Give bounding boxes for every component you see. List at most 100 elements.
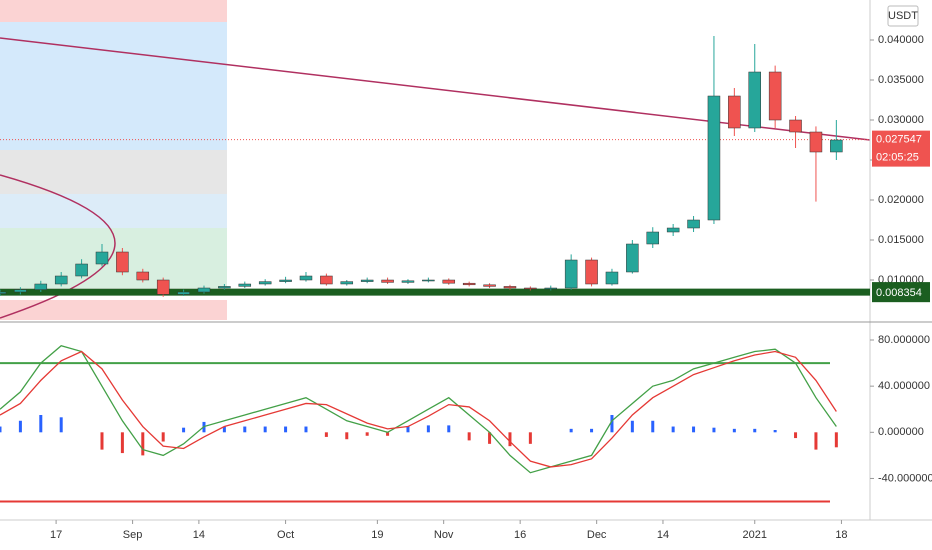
histogram-bar xyxy=(508,432,512,447)
price-label-box xyxy=(872,130,930,167)
candle-body xyxy=(218,286,231,289)
histogram-bar xyxy=(39,415,43,433)
candle-body xyxy=(483,284,496,287)
candle-body xyxy=(360,279,374,282)
candle-body xyxy=(605,271,619,285)
candle-body xyxy=(707,95,721,221)
histogram-bar xyxy=(692,426,696,433)
histogram-bar xyxy=(651,420,655,433)
zone xyxy=(0,0,227,22)
histogram-bar xyxy=(406,426,410,433)
histogram-bar xyxy=(569,428,573,433)
x-tick-label: 18 xyxy=(835,529,847,541)
histogram-bar xyxy=(814,432,818,450)
candle-body xyxy=(626,243,639,273)
histogram-bar xyxy=(0,426,2,433)
candle-body xyxy=(0,291,7,294)
candle-body xyxy=(422,279,435,282)
candle-body xyxy=(646,231,660,245)
x-tick-label: 19 xyxy=(371,529,383,541)
x-tick-label: Oct xyxy=(277,529,294,541)
x-tick-label: Sep xyxy=(123,529,143,541)
curve xyxy=(0,37,871,141)
histogram-bar xyxy=(18,420,22,433)
histogram-bar xyxy=(243,426,247,433)
oscillator-line xyxy=(0,350,837,468)
candle-body xyxy=(544,287,558,290)
zone xyxy=(0,228,227,288)
candle-body xyxy=(666,227,680,233)
histogram-bar xyxy=(284,426,288,433)
price-label-box xyxy=(872,284,930,303)
histogram-bar xyxy=(304,426,308,433)
histogram-bar xyxy=(324,432,328,437)
candle-body xyxy=(320,275,333,285)
histogram-bar xyxy=(120,432,124,454)
candle-body xyxy=(54,275,68,285)
histogram-bar xyxy=(222,426,226,433)
candle-body xyxy=(156,279,170,295)
candle-body xyxy=(687,219,700,229)
histogram-bar xyxy=(141,432,145,456)
histogram-bar xyxy=(712,427,716,433)
candle-body xyxy=(197,287,211,293)
x-tick-label: 14 xyxy=(657,529,669,541)
histogram-bar xyxy=(467,432,471,441)
histogram-bar xyxy=(610,415,614,433)
x-tick-label: 16 xyxy=(514,529,526,541)
x-tick-label: Nov xyxy=(434,529,454,541)
y-tick-label: 0.000000 xyxy=(878,426,924,438)
zone xyxy=(0,150,227,194)
histogram-bar xyxy=(630,420,634,433)
fib-zones xyxy=(0,0,227,320)
histogram-bar xyxy=(671,426,675,433)
candle-body xyxy=(95,251,109,265)
candle-body xyxy=(177,291,190,295)
y-tick-label: 80.000000 xyxy=(878,334,930,346)
y-tick-label: 0.015000 xyxy=(878,234,924,246)
plot: 0.0400000.0350000.0300000.0250000.020000… xyxy=(0,34,932,541)
zone xyxy=(0,22,227,150)
candle-body xyxy=(34,283,48,290)
candle-body xyxy=(116,251,129,273)
histogram-bar xyxy=(161,432,165,442)
candle-body xyxy=(238,283,252,287)
currency-box[interactable] xyxy=(887,5,919,27)
candle-body xyxy=(299,275,313,281)
countdown: 02:05:25 xyxy=(876,152,919,164)
histogram-bar xyxy=(834,432,838,448)
histogram-bar xyxy=(59,417,63,433)
x-tick-label: 2021 xyxy=(743,529,767,541)
candle-body xyxy=(789,119,802,133)
currency: USDT xyxy=(888,10,918,22)
histogram-bar xyxy=(753,428,757,433)
candle-body xyxy=(258,281,272,285)
candle-body xyxy=(279,279,292,282)
zone xyxy=(0,300,227,320)
price-label: 0.027547 xyxy=(876,134,922,146)
price-label: 0.008354 xyxy=(876,287,922,299)
candle-body xyxy=(14,289,27,293)
candle-body xyxy=(340,281,354,285)
histogram-bar xyxy=(794,432,798,439)
zone xyxy=(0,194,227,228)
candle-body xyxy=(748,71,761,129)
histogram-bar xyxy=(182,427,186,433)
y-tick-label: 0.040000 xyxy=(878,34,924,46)
oscillator-line xyxy=(0,345,837,474)
y-tick-label: 0.020000 xyxy=(878,194,924,206)
x-tick-label: 17 xyxy=(50,529,62,541)
histogram-bar xyxy=(365,432,369,436)
histogram-bar xyxy=(528,432,532,444)
histogram-bar xyxy=(100,432,104,450)
y-tick-label: -40.000000 xyxy=(878,472,932,484)
candle-body xyxy=(503,286,517,289)
histogram-bar xyxy=(488,432,492,444)
histogram-bar xyxy=(732,428,736,433)
y-tick-label: 0.035000 xyxy=(878,74,924,86)
histogram-bar xyxy=(263,426,267,433)
candle-body xyxy=(830,139,843,153)
histogram-bar xyxy=(345,432,349,440)
candle-body xyxy=(585,259,598,285)
